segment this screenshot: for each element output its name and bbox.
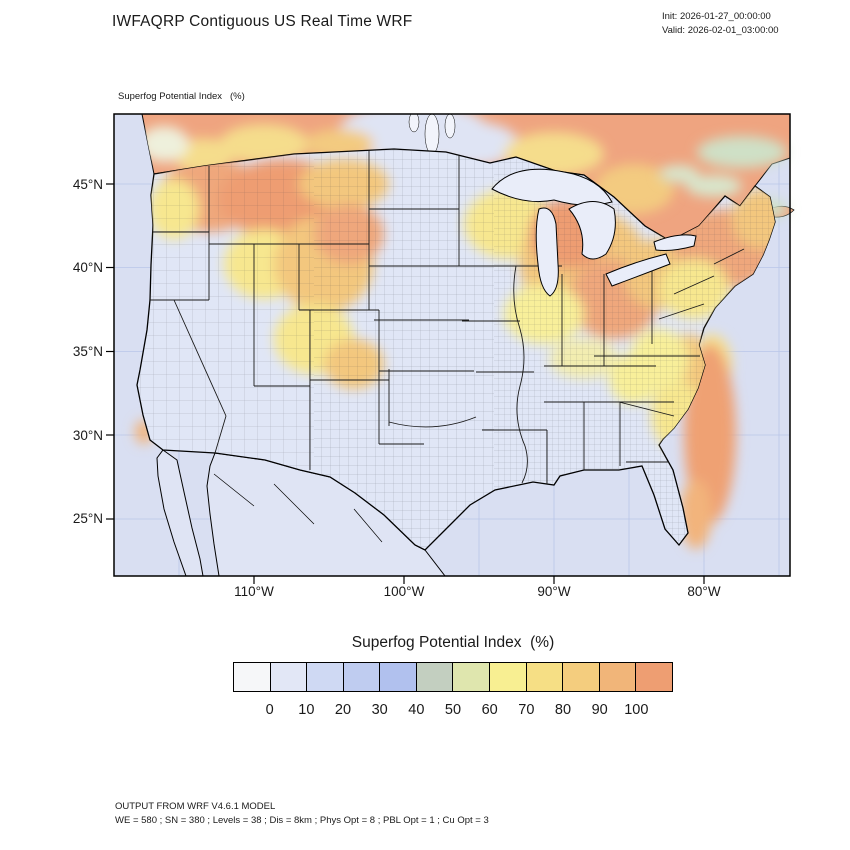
mexico-state-lines [213, 473, 383, 543]
great-lakes [491, 168, 697, 297]
colorbar-tick-label: 70 [518, 702, 535, 718]
lake-huron [568, 201, 616, 260]
lat-tick-label: 40°N [72, 260, 103, 275]
page-title: IWFAQRP Contiguous US Real Time WRF [112, 13, 413, 30]
lat-tick-label: 45°N [72, 177, 103, 192]
colorbar-segment [234, 663, 271, 691]
colorbar-segment [307, 663, 344, 691]
colorbar-ticks: 0 10 20 30 40 50 60 70 80 90 100 [233, 702, 673, 722]
lat-tick-label: 35°N [72, 344, 103, 359]
lake-ontario [653, 234, 697, 251]
colorbar-tick-label: 0 [265, 702, 274, 718]
colorbar-segment [563, 663, 600, 691]
colorbar-tick-label: 90 [591, 702, 608, 718]
colorbar-title: Superfog Potential Index (%) [351, 634, 555, 651]
lon-tick-label: 90°W [537, 584, 571, 599]
colorbar-segment [380, 663, 417, 691]
run-info: Init: 2026-01-27_00:00:00 Valid: 2026-02… [662, 10, 779, 38]
model-config-label: WE = 580 ; SN = 380 ; Levels = 38 ; Dis … [115, 815, 489, 826]
state-boundaries [144, 150, 745, 486]
map-panel [106, 113, 795, 584]
colorbar-tick-label: 20 [334, 702, 352, 718]
colorbar-tick-label: 60 [481, 702, 498, 718]
lat-tick-label: 25°N [72, 511, 103, 526]
canadian-lakes [408, 114, 456, 155]
lake-superior [491, 168, 613, 206]
map-frame [113, 113, 791, 577]
init-time-label: Init: 2026-01-27_00:00:00 [662, 11, 771, 22]
model-output-label: OUTPUT FROM WRF V4.6.1 MODEL [115, 801, 276, 812]
lake-erie [605, 253, 671, 287]
colorbar-tick-label: 100 [624, 702, 649, 718]
colorbar-segment [270, 663, 308, 691]
colorbar-segment [343, 663, 381, 691]
lake-michigan [535, 207, 559, 297]
lon-tick-label: 100°W [383, 584, 425, 599]
colorbar-tick-label: 10 [298, 702, 315, 718]
colorbar-segment [490, 663, 527, 691]
colorbar-segment [599, 663, 637, 691]
conus-map [106, 113, 795, 584]
valid-time-label: Valid: 2026-02-01_03:00:00 [662, 25, 779, 36]
colorbar-segment [416, 663, 454, 691]
field-label: Superfog Potential Index (%) [118, 91, 245, 102]
axis-ticks [106, 183, 705, 584]
colorbar-tick-label: 80 [554, 702, 572, 718]
lon-tick-label: 80°W [687, 584, 721, 599]
colorbar-tick-label: 40 [408, 702, 425, 718]
lon-tick-label: 110°W [234, 584, 274, 599]
colorbar-tick-label: 50 [444, 702, 462, 718]
lat-tick-label: 30°N [72, 428, 103, 443]
colorbar-segment [526, 663, 564, 691]
colorbar-tick-label: 30 [371, 702, 388, 718]
colorbar-segment [453, 663, 491, 691]
colorbar-segment [636, 663, 672, 691]
colorbar-swatches [233, 662, 673, 692]
